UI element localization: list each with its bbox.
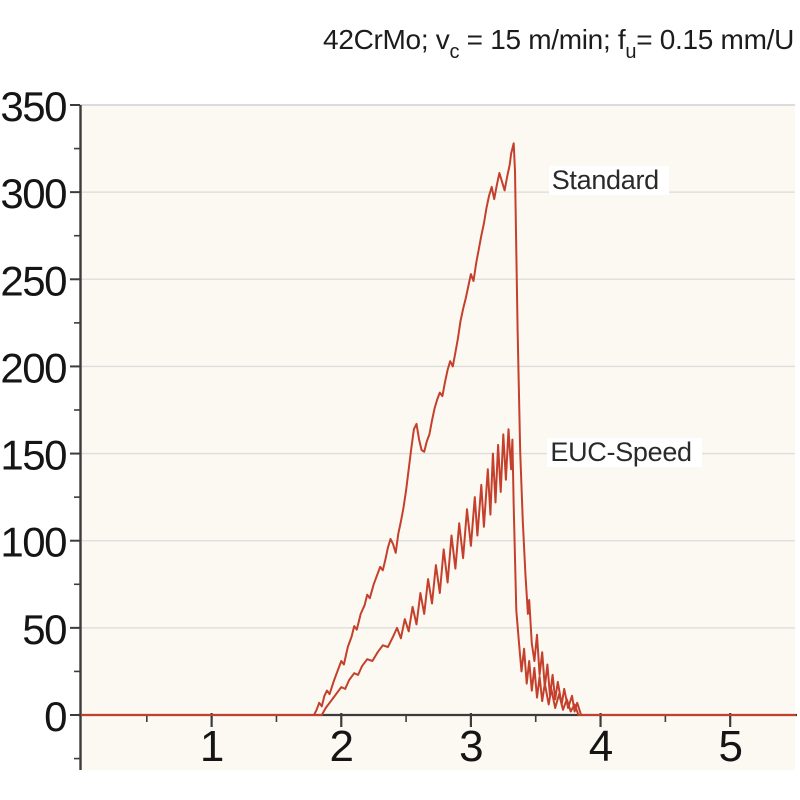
y-tick-label-350: 350 — [0, 83, 66, 130]
series-curve-standard — [81, 142, 796, 716]
y-tick-label-250: 250 — [0, 257, 66, 304]
x-tick-label-1: 1 — [200, 722, 223, 771]
plot-area-background — [80, 105, 795, 770]
series-label-standard: Standard — [548, 165, 669, 196]
x-tick-label-5: 5 — [718, 722, 741, 771]
x-tick-label-3: 3 — [459, 722, 482, 771]
chart-title: 42CrMo; vc = 15 m/min; fu= 0.15 mm/U — [34, 24, 794, 62]
x-tick-label-2: 2 — [330, 722, 353, 771]
chart-title-sub2: u — [625, 40, 637, 63]
y-tick-label-150: 150 — [0, 432, 66, 479]
y-tick-label-50: 50 — [22, 606, 66, 653]
chart-title-part2: = 15 m/min; f — [459, 24, 626, 55]
chart-title-part3: = 0.15 mm/U — [636, 24, 794, 55]
y-tick-label-200: 200 — [0, 344, 66, 391]
series-curve-euc-speed — [81, 428, 796, 716]
y-tick-label-300: 300 — [0, 170, 66, 217]
chart-title-part1: 42CrMo; v — [323, 24, 450, 55]
x-tick-label-4: 4 — [589, 722, 613, 771]
y-tick-label-0: 0 — [44, 693, 66, 740]
series-label-euc-speed: EUC-Speed — [547, 437, 702, 468]
chart-title-sub1: c — [449, 40, 460, 63]
y-tick-label-100: 100 — [0, 519, 66, 566]
